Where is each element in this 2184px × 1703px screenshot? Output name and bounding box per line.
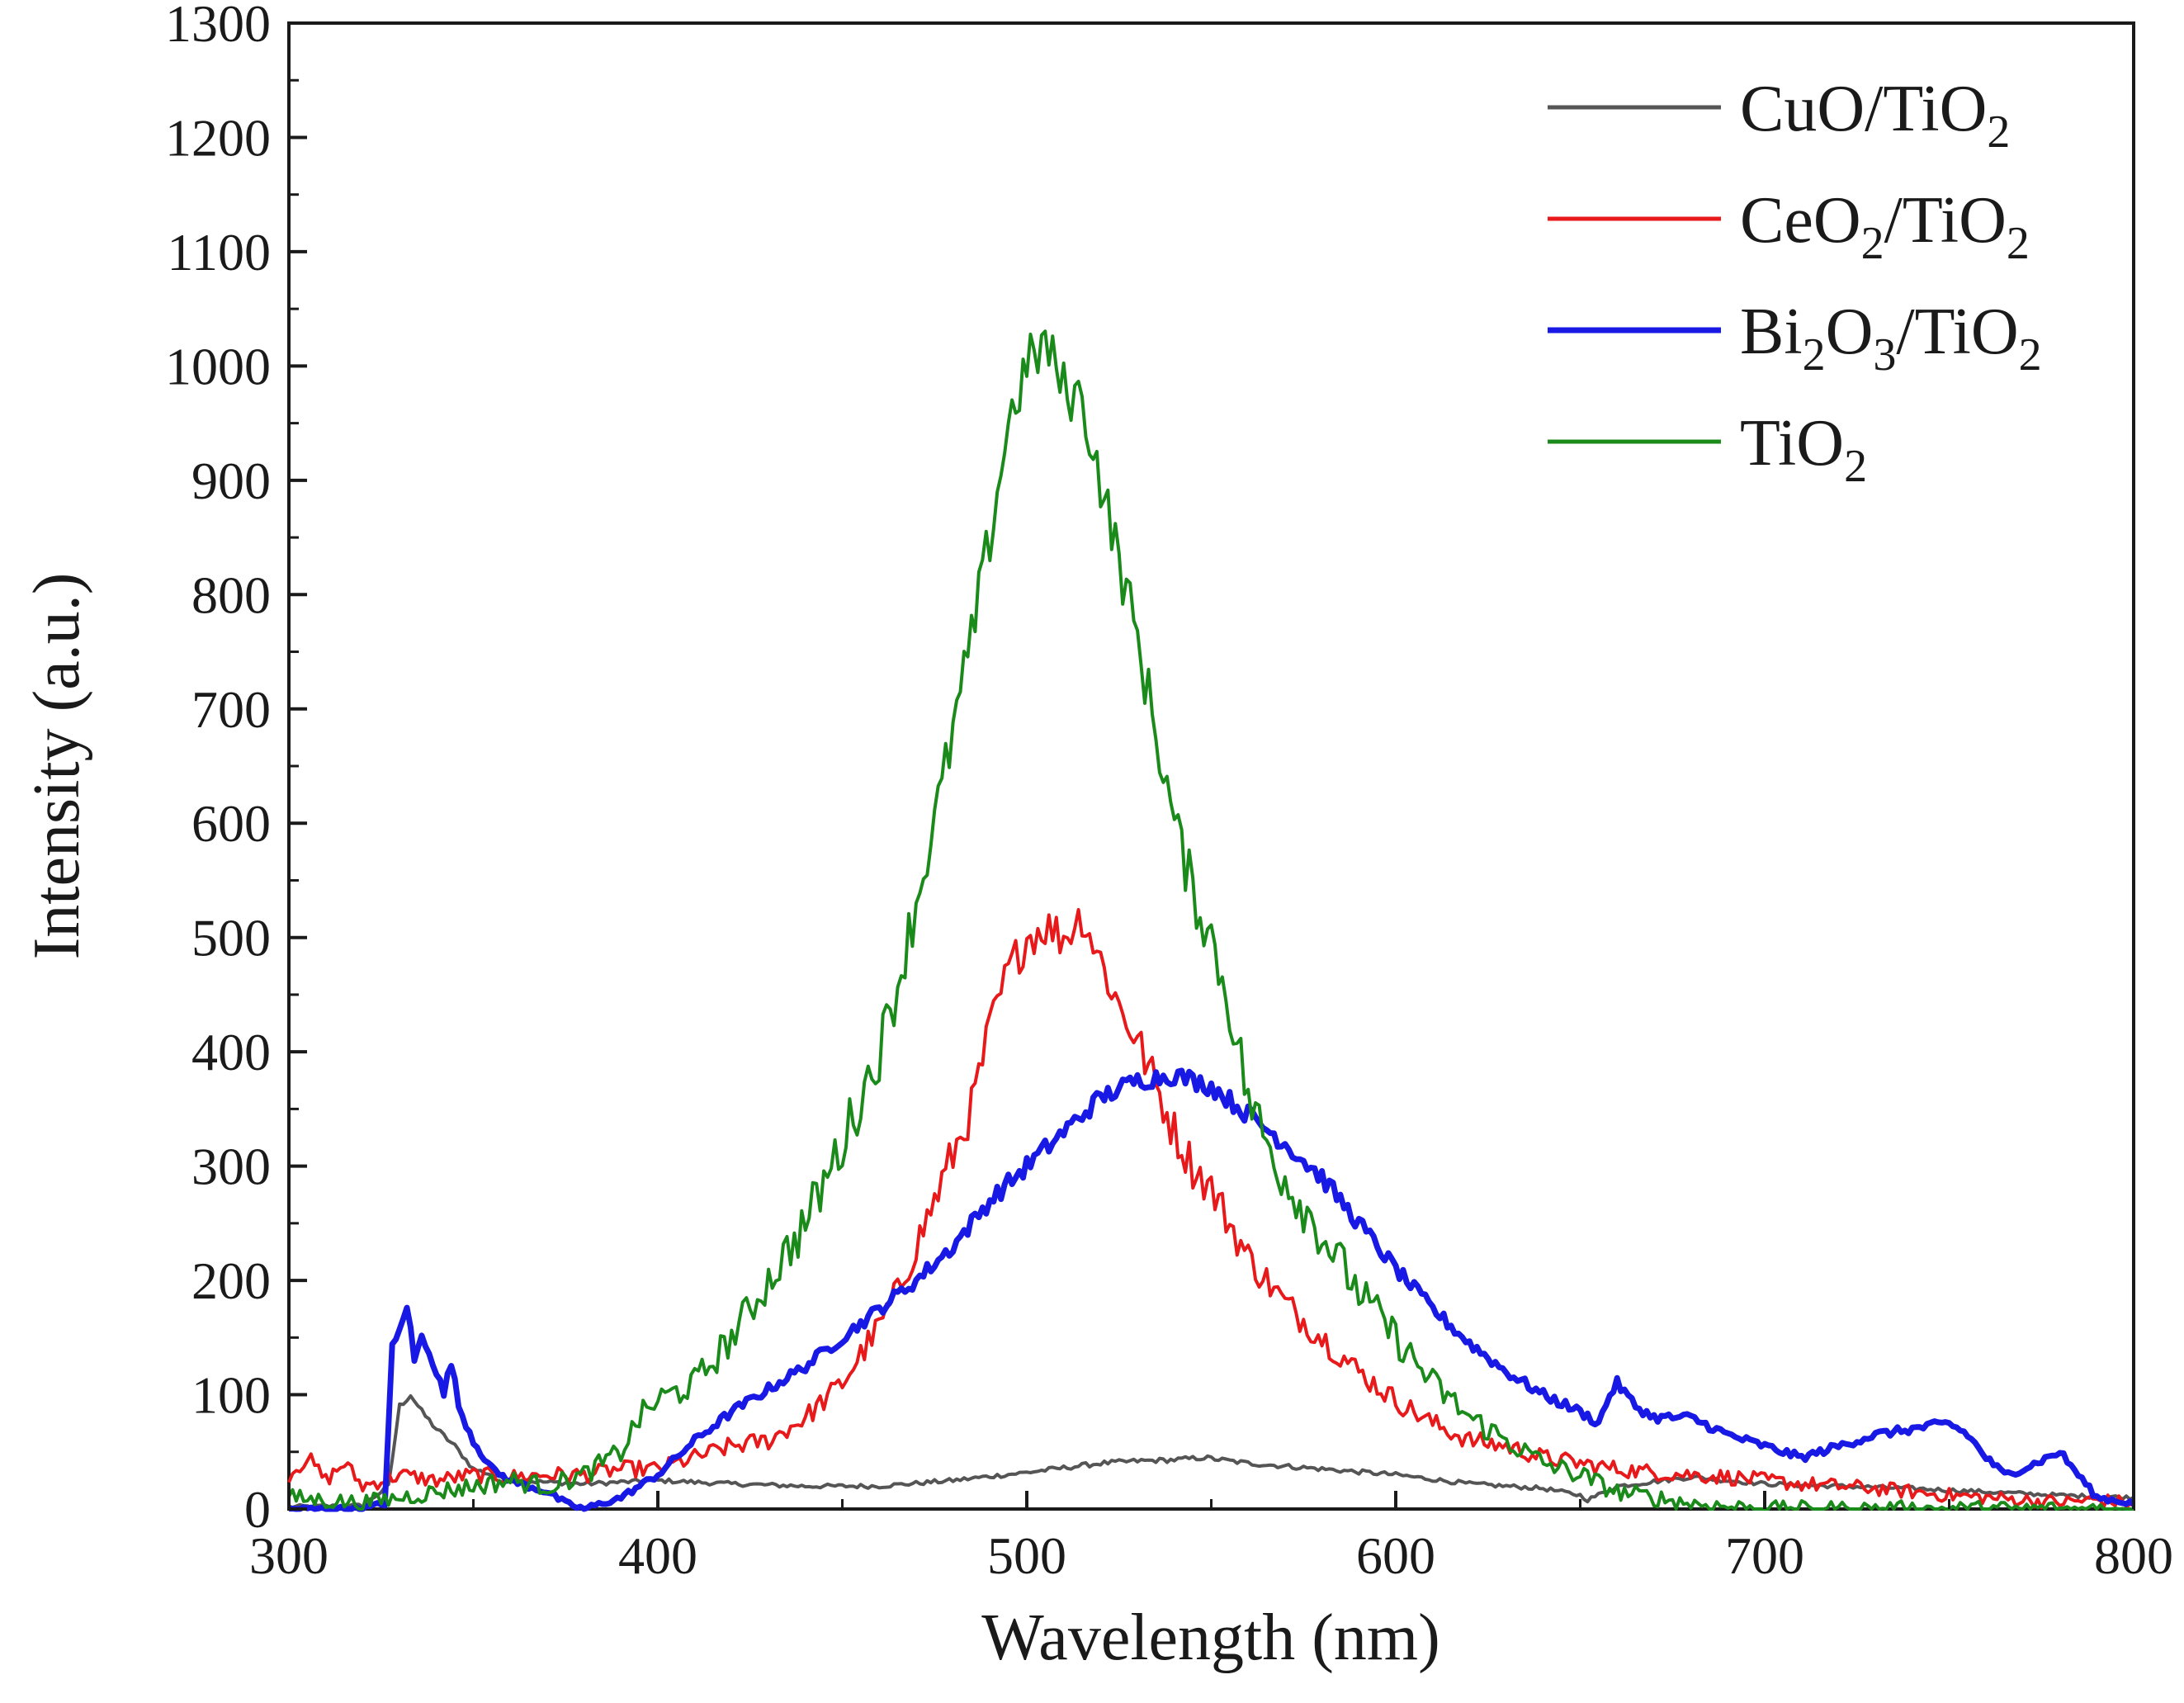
y-tick-label: 1100 <box>167 223 271 281</box>
y-tick-label: 100 <box>191 1366 271 1425</box>
y-tick-label: 700 <box>191 680 271 739</box>
y-tick-label: 500 <box>191 909 271 967</box>
series-line-cuo-tio2 <box>288 1394 2135 1510</box>
x-tick-label: 600 <box>1356 1526 1435 1585</box>
legend-label: TiO2 <box>1740 407 1867 492</box>
y-axis-title: Intensity (a.u.) <box>21 573 93 960</box>
legend: CuO/TiO2 CeO2/TiO2 Bi2O3/TiO2 TiO2 <box>1548 73 2042 492</box>
legend-item: TiO2 <box>1548 407 1867 492</box>
x-tick-label: 800 <box>2094 1526 2173 1585</box>
y-tick-label: 400 <box>191 1023 271 1081</box>
legend-item: Bi2O3/TiO2 <box>1548 296 2042 381</box>
y-tick-label: 300 <box>191 1138 271 1196</box>
y-tick-label: 900 <box>191 452 271 510</box>
legend-label: CeO2/TiO2 <box>1740 184 2030 269</box>
y-tick-label: 0 <box>244 1480 271 1539</box>
legend-label: CuO/TiO2 <box>1740 73 2010 158</box>
y-tick-label: 1000 <box>165 337 271 395</box>
y-tick-label: 800 <box>191 565 271 624</box>
y-tick-label: 600 <box>191 794 271 853</box>
x-tick-label: 700 <box>1725 1526 1804 1585</box>
x-axis: 300 400 500 600 700 800 <box>249 1491 2173 1585</box>
y-tick-label: 200 <box>191 1251 271 1310</box>
x-tick-label: 300 <box>249 1526 329 1585</box>
legend-label: Bi2O3/TiO2 <box>1740 296 2042 381</box>
x-tick-label: 400 <box>618 1526 697 1585</box>
y-tick-label: 1200 <box>165 108 271 167</box>
y-axis: 0 100 200 300 400 500 600 700 800 900 1000 1100 1200… <box>165 0 307 1539</box>
series-line-tio2 <box>287 329 2134 1511</box>
series-line-ceo2-tio2 <box>287 908 2135 1510</box>
series-line-bi2o3-tio2 <box>288 1067 2136 1512</box>
legend-item: CeO2/TiO2 <box>1548 184 2030 269</box>
series-layer <box>287 329 2136 1512</box>
legend-item: CuO/TiO2 <box>1548 73 2010 158</box>
x-axis-title: Wavelength (nm) <box>981 1601 1440 1674</box>
x-tick-label: 500 <box>987 1526 1066 1585</box>
y-tick-label: 1300 <box>165 0 271 53</box>
